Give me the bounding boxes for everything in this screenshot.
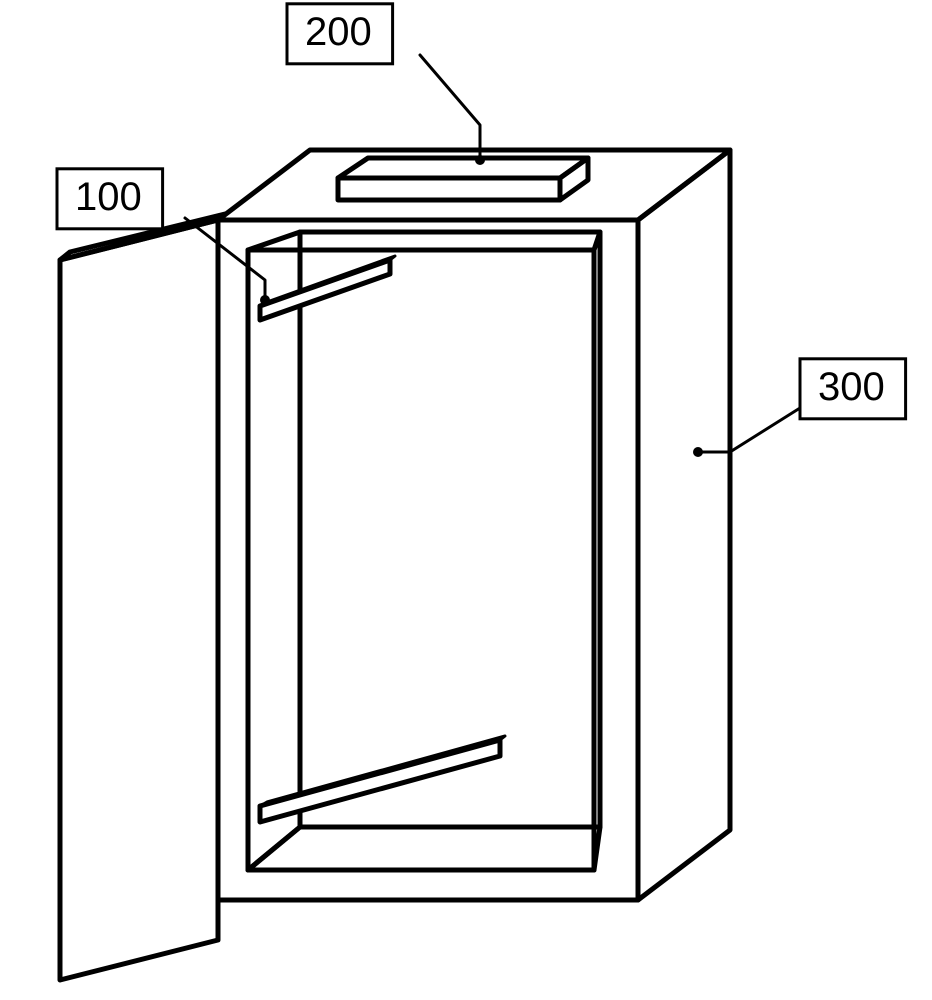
callout-300: 300 <box>818 365 885 409</box>
callout-100: 100 <box>75 175 142 219</box>
callout-200: 200 <box>305 10 372 54</box>
cabinet-diagram: 200 100 300 <box>0 0 932 1000</box>
